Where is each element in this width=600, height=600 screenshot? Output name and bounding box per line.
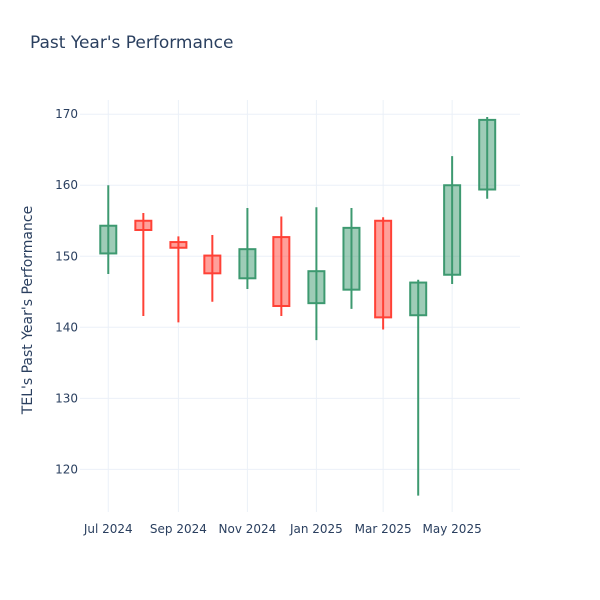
candle-decreasing: [134, 212, 153, 316]
x-tick-label: May 2025: [423, 522, 482, 536]
y-tick-label: 170: [55, 107, 78, 121]
candle-body: [203, 254, 222, 275]
candle-body: [99, 224, 118, 255]
candle-body: [169, 241, 188, 249]
candle-decreasing: [374, 217, 393, 330]
candle-body: [409, 281, 428, 317]
y-tick-label: 150: [55, 249, 78, 263]
candle-increasing: [443, 156, 462, 284]
candle-decreasing: [272, 216, 291, 316]
y-tick-label: 130: [55, 391, 78, 405]
candle-increasing: [99, 185, 118, 275]
candle-increasing: [478, 117, 497, 199]
chart-title: Past Year's Performance: [30, 33, 234, 53]
candles: [99, 117, 497, 496]
x-tick-label: Sep 2024: [150, 522, 207, 536]
gridlines: [80, 100, 520, 512]
candle-increasing: [238, 207, 257, 289]
x-axis-ticks: Jul 2024 Sep 2024 Nov 2024 Jan 2025 Mar 2025…: [83, 522, 482, 536]
y-axis-ticks: 120 130 140 150 160 170: [55, 107, 78, 476]
y-tick-label: 140: [55, 320, 78, 334]
candle-body: [238, 248, 257, 280]
y-tick-label: 120: [55, 462, 78, 476]
candle-body: [342, 226, 361, 291]
candle-body: [478, 118, 497, 191]
candle-increasing: [307, 207, 326, 341]
y-tick-label: 160: [55, 178, 78, 192]
candle-increasing: [409, 279, 428, 496]
x-tick-label: Nov 2024: [219, 522, 277, 536]
x-tick-label: Jul 2024: [83, 522, 133, 536]
candle-decreasing: [203, 234, 222, 302]
candle-increasing: [342, 207, 361, 309]
candle-body: [443, 184, 462, 276]
x-tick-label: Jan 2025: [289, 522, 343, 536]
candle-body: [272, 236, 291, 308]
candle-body: [307, 270, 326, 305]
candle-decreasing: [169, 236, 188, 323]
x-tick-label: Mar 2025: [355, 522, 412, 536]
candle-body: [134, 219, 153, 231]
candle-body: [374, 219, 393, 319]
